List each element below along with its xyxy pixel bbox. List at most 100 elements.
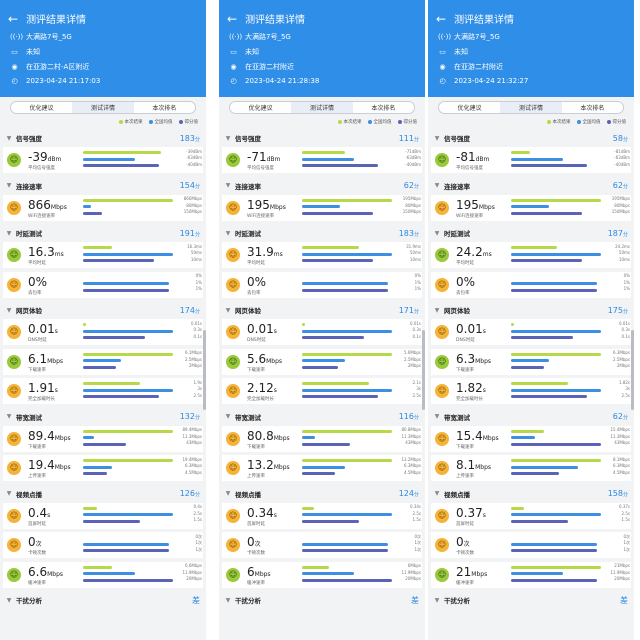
metric-row: ☺ 31.9ms 平均时延 31.9ms 50ms 10ms <box>222 242 422 268</box>
section-header[interactable]: ▼ 信号强度 58分 <box>430 131 632 145</box>
section-score-value: 174 <box>179 305 195 315</box>
section-title: 网页体验 <box>16 307 42 315</box>
section-header[interactable]: ▼ 时延测试 187分 <box>430 226 632 240</box>
metric-row: ☺ 0.4s 首屏时延 0.4s 2.5s 1.5s <box>3 502 203 529</box>
comparison-bars <box>83 429 178 450</box>
back-arrow-icon[interactable]: ← <box>227 11 238 26</box>
comparison-bars <box>83 382 178 402</box>
scrollbar[interactable] <box>422 330 425 410</box>
section-header[interactable]: ▼ 视频点播 126分 <box>2 486 204 501</box>
metric-row: ☺ 6.1Mbps 下载速率 6.1Mbps 2.5Mbps 2Mbps <box>3 348 203 375</box>
section-header[interactable]: ▼ 干扰分析 差 <box>430 593 632 607</box>
score-value: 2Mbps <box>616 363 630 368</box>
tab-ranking[interactable]: 本次排名 <box>152 105 177 112</box>
section-header[interactable]: ▼ 时延测试 191分 <box>2 226 204 240</box>
metric-value: 13.2Mbps <box>247 458 290 472</box>
tab-test-details[interactable]: 测试详情 <box>291 102 353 113</box>
national-average-bar <box>511 157 564 161</box>
legend-score-label: 得分值 <box>403 120 418 125</box>
test-time-row: ◴ 2023-04-24 21:28:38 <box>229 77 319 85</box>
section-header[interactable]: ▼ 视频点播 158分 <box>430 486 632 501</box>
metric-label: 下载速率 <box>456 367 474 373</box>
metric-label: 卡顿次数 <box>247 551 265 556</box>
tab-optimization[interactable]: 优化建议 <box>457 105 482 112</box>
legend-result-label: 本次结果 <box>124 120 143 125</box>
section-score: 58分 <box>613 134 628 143</box>
metric-unit: Mbps <box>482 434 499 442</box>
national-average-value: 80Mbps <box>405 202 421 208</box>
metric-unit: s <box>273 387 277 394</box>
section-header[interactable]: ▼ 信号强度 183分 <box>2 131 204 145</box>
section-header[interactable]: ▼ 连接速率 62分 <box>221 178 423 193</box>
section-header[interactable]: ▼ 带宽测试 116分 <box>221 409 423 424</box>
section-header[interactable]: ▼ 连接速率 154分 <box>2 178 204 193</box>
national-average-value: 1% <box>195 279 202 285</box>
score-value: 150Mbps <box>402 209 421 214</box>
section-header[interactable]: ▼ 网页体验 171分 <box>221 303 423 317</box>
page-title: 测评结果详情 <box>26 15 87 26</box>
comparison-bars <box>302 536 397 556</box>
chevron-down-icon: ▼ <box>6 182 12 189</box>
tab-test-details[interactable]: 测试详情 <box>72 102 134 113</box>
back-arrow-icon[interactable]: ← <box>8 11 19 26</box>
result-value: 0.01s <box>619 320 630 326</box>
score-bar <box>511 395 587 398</box>
section-header[interactable]: ▼ 视频点播 124分 <box>221 486 423 501</box>
metric-value: 0.37s <box>456 506 486 520</box>
metric-value: 0% <box>28 275 47 289</box>
score-unit: 分 <box>622 184 628 190</box>
national-average-value: 1% <box>414 279 421 285</box>
comparison-bars <box>302 198 397 219</box>
metric-label: DNS时延 <box>28 338 47 343</box>
legend: 本次结果 全国均值 得分值 <box>118 119 198 125</box>
tab-optimization[interactable]: 优化建议 <box>29 105 54 112</box>
legend: 本次结果 全国均值 得分值 <box>546 119 626 125</box>
national-average-value: 11.3Mbps <box>610 433 630 439</box>
section-score: 116分 <box>399 412 419 421</box>
result-bar <box>302 323 305 326</box>
section-header[interactable]: ▼ 连接速率 62分 <box>430 178 632 193</box>
tab-ranking[interactable]: 本次排名 <box>371 105 396 112</box>
scrollbar[interactable] <box>631 330 634 410</box>
tab-optimization[interactable]: 优化建议 <box>248 105 273 112</box>
metric-row: ☺ 0.01s DNS时延 0.01s 0.3s 0.1s <box>222 319 422 345</box>
result-bar <box>511 323 514 326</box>
score-value: 1.5s <box>412 517 421 522</box>
section-header[interactable]: ▼ 带宽测试 62分 <box>430 409 632 424</box>
scrollbar[interactable] <box>203 330 206 410</box>
tab-ranking[interactable]: 本次排名 <box>580 105 605 112</box>
score-unit: 分 <box>622 231 628 238</box>
smiley-face-icon: ☺ <box>226 431 240 446</box>
metric-label: 平均信号强度 <box>247 166 274 171</box>
section-header[interactable]: ▼ 信号强度 111分 <box>221 131 423 145</box>
metric-row: ☺ 80.8Mbps 下载速率 80.8Mbps 11.3Mbps 43Mbps <box>222 425 422 452</box>
metric-unit: Mbps <box>471 570 488 578</box>
chevron-down-icon: ▼ <box>225 413 231 420</box>
back-arrow-icon[interactable]: ← <box>436 11 447 26</box>
result-bar <box>511 565 602 569</box>
wifi-name: 大满路7号_5G <box>26 33 72 41</box>
result-value: 13.2Mbps <box>401 456 421 462</box>
metric-row: ☺ 5.6Mbps 下载速率 5.6Mbps 2.5Mbps 2Mbps <box>222 348 422 375</box>
score-unit: 分 <box>413 184 419 190</box>
national-average-value: 11.9Mbps <box>610 569 630 575</box>
national-average-bar <box>83 572 136 575</box>
metric-row: ☺ 6.6Mbps 缓冲速率 6.6Mbps 11.9Mbps 20Mbps <box>3 561 203 588</box>
national-average-value: 11.9Mbps <box>182 569 202 575</box>
section-header[interactable]: ▼ 干扰分析 差 <box>2 593 204 607</box>
score-bar <box>302 365 339 369</box>
section-header[interactable]: ▼ 带宽测试 132分 <box>2 409 204 424</box>
national-average-bar <box>302 282 388 285</box>
tab-test-details[interactable]: 测试详情 <box>500 102 562 113</box>
section-header[interactable]: ▼ 干扰分析 差 <box>221 593 423 607</box>
metric-label: 平均信号强度 <box>28 166 55 171</box>
metric-label: 完全加载时长 <box>456 397 483 402</box>
bar-values: 0次 1次 1次 <box>399 534 421 554</box>
section-header[interactable]: ▼ 时延测试 183分 <box>221 226 423 240</box>
national-average-bar <box>302 572 355 575</box>
smiley-face-icon: ☺ <box>226 567 240 582</box>
national-average-bar <box>302 388 393 392</box>
section-header[interactable]: ▼ 网页体验 175分 <box>430 303 632 317</box>
metric-value: 0次 <box>28 535 42 549</box>
section-header[interactable]: ▼ 网页体验 174分 <box>2 303 204 317</box>
